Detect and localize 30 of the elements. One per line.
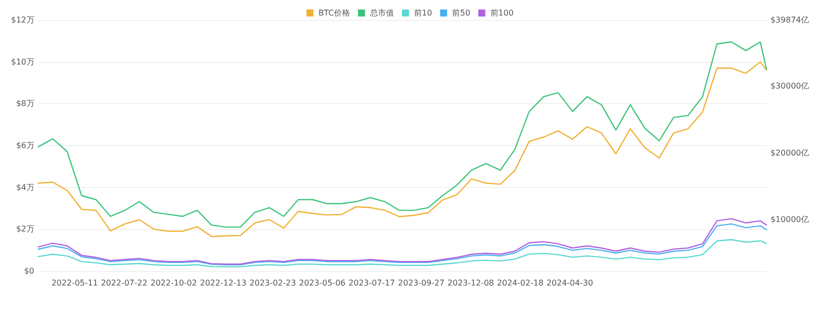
x-tick-label: 2023-07-17 — [348, 278, 396, 288]
x-tick-label: 2023-02-23 — [250, 278, 296, 288]
y-tick-label: $10万 — [10, 57, 34, 66]
y-tick-label: $6万 — [16, 141, 34, 150]
y2-tick-label: $20000亿 — [770, 148, 810, 158]
legend-label: BTC价格 — [318, 8, 350, 18]
y-tick-label: $2万 — [16, 224, 34, 234]
line-series — [38, 41, 768, 228]
legend-label: 前10 — [414, 8, 432, 18]
x-tick-label: 2022-07-22 — [100, 278, 148, 288]
y2-tick-label: $30000亿 — [770, 82, 810, 90]
x-tick-label: 2024-02-18 — [497, 278, 544, 288]
x-tick-label: 2024-04-30 — [546, 278, 594, 288]
x-tick-label: 2023-12-08 — [448, 278, 494, 288]
x-tick-label: 2022-05-11 — [51, 278, 98, 288]
legend-label: 前50 — [452, 8, 470, 18]
y2-tick-label: $39874亿 — [770, 16, 810, 24]
x-tick-label: 2022-10-02 — [150, 278, 197, 288]
legend-label: 总市值 — [368, 8, 394, 18]
x-tick-label: 2023-05-06 — [299, 278, 346, 288]
y-tick-label: $8万 — [16, 99, 34, 108]
y-tick-label: $0 — [24, 266, 34, 276]
legend-label: 前100 — [490, 8, 514, 18]
y-tick-label: $4万 — [16, 182, 34, 192]
y2-tick-label: $10000亿 — [770, 215, 810, 224]
x-tick-label: 2022-12-13 — [200, 278, 246, 288]
x-tick-label: 2023-09-27 — [398, 278, 445, 288]
line-series — [38, 61, 768, 238]
line-series — [38, 239, 768, 268]
y-tick-label: $12万 — [10, 16, 34, 24]
